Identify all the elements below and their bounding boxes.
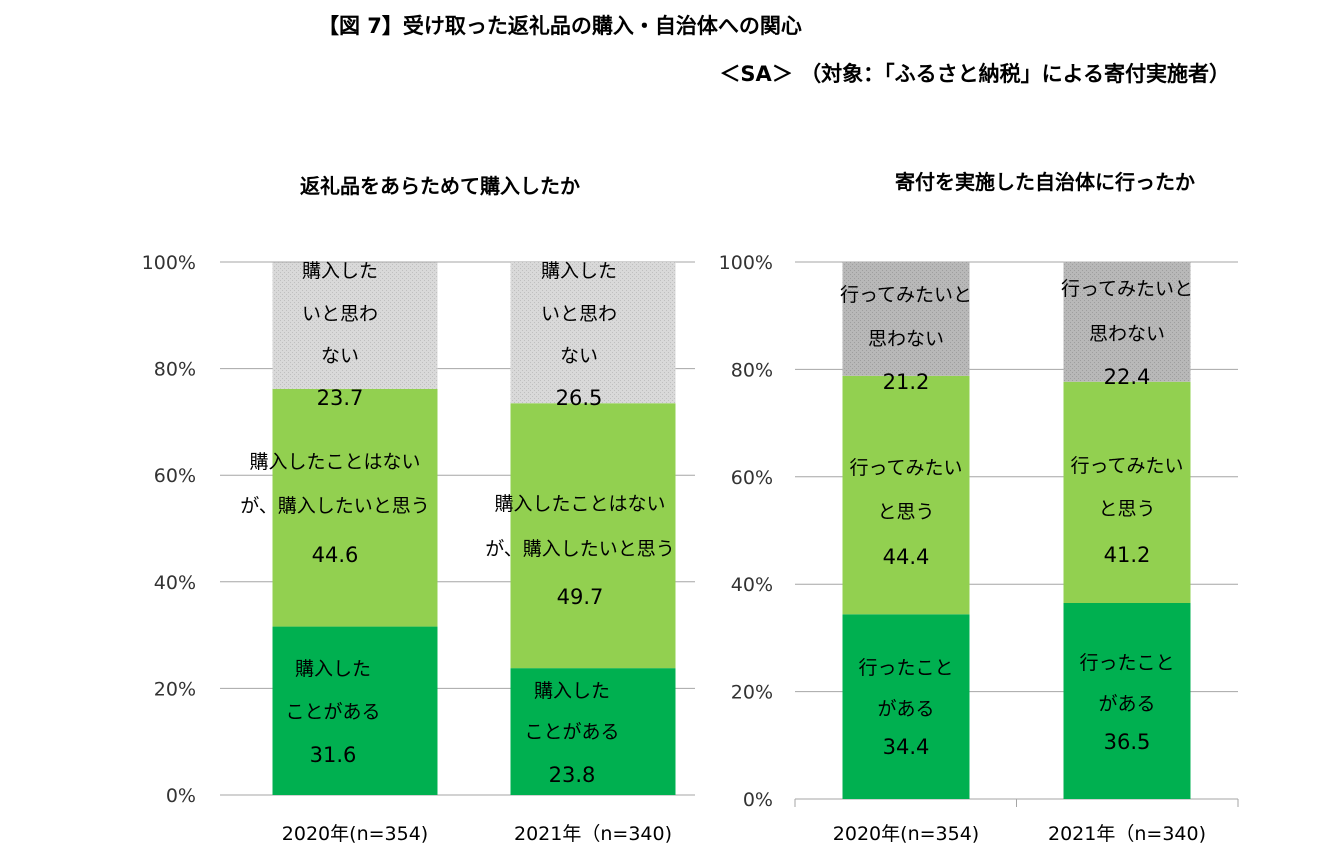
- figure-subtitle: ＜SA＞ （対象：「ふるさと納税」による寄付実施者）: [719, 62, 1230, 86]
- data-label: 44.6: [312, 543, 359, 567]
- bar-segment: [1063, 602, 1191, 799]
- y-tick-label: 80%: [731, 359, 773, 381]
- bar-segment: [510, 403, 676, 669]
- y-tick-label: 60%: [731, 467, 773, 489]
- y-tick-label: 0%: [743, 789, 773, 811]
- data-label: 41.2: [1104, 543, 1151, 567]
- segment-label: 購入した: [302, 260, 378, 282]
- figure-title: 【図 7】受け取った返礼品の購入・自治体への関心: [318, 14, 802, 38]
- segment-label: ことがある: [285, 701, 380, 723]
- segment-label: と思う: [877, 501, 934, 523]
- bar-segment: [1063, 261, 1191, 382]
- segment-label: 思わない: [1089, 323, 1165, 345]
- data-label: 31.6: [310, 743, 357, 767]
- data-label: 26.5: [556, 386, 603, 410]
- y-tick-label: 40%: [154, 572, 196, 594]
- y-tick-label: 80%: [154, 359, 196, 381]
- bar-segment: [272, 262, 438, 389]
- segment-label: ない: [321, 345, 359, 367]
- data-label: 44.4: [883, 545, 930, 569]
- segment-label: 購入した: [541, 260, 617, 282]
- segment-label: 行ってみたい: [1070, 455, 1183, 477]
- y-tick-label: 20%: [154, 678, 196, 700]
- segment-label: と思う: [1098, 498, 1155, 520]
- data-label: 22.4: [1104, 365, 1151, 389]
- segment-label: 思わない: [868, 328, 944, 350]
- x-category-label: 2021年（n=340): [1048, 823, 1206, 845]
- segment-label: がある: [1098, 693, 1155, 715]
- data-label: 34.4: [883, 735, 930, 759]
- segment-label: 購入したことはない: [249, 451, 420, 473]
- y-tick-label: 60%: [154, 465, 196, 487]
- bar-segment: [272, 388, 438, 627]
- y-tick-label: 100%: [142, 252, 196, 274]
- segment-label: 行ってみたいと: [840, 284, 972, 306]
- data-label: 23.8: [549, 763, 596, 787]
- segment-label: いと思わ: [302, 303, 378, 325]
- x-category-label: 2020年(n=354): [282, 823, 428, 845]
- segment-label: ない: [560, 345, 598, 367]
- segment-label: 購入した: [534, 680, 610, 702]
- bar-segment: [842, 614, 970, 799]
- segment-label: いと思わ: [541, 303, 617, 325]
- bar-segment: [510, 262, 676, 404]
- y-tick-label: 20%: [731, 682, 773, 704]
- x-category-label: 2020年(n=354): [833, 823, 979, 845]
- bar-segment: [1063, 381, 1191, 603]
- segment-label: がある: [877, 698, 934, 720]
- segment-label: が、購入したいと思う: [485, 538, 675, 560]
- segment-label: 行ったこと: [1079, 652, 1174, 674]
- segment-label: 行ったこと: [858, 657, 953, 679]
- bar-segment: [510, 668, 676, 795]
- bar-segment: [842, 375, 970, 615]
- bar-segment: [842, 262, 970, 376]
- y-tick-label: 40%: [731, 574, 773, 596]
- segment-label: 行ってみたい: [849, 457, 962, 479]
- bar-segment: [272, 626, 438, 795]
- y-tick-label: 100%: [719, 252, 773, 274]
- x-category-label: 2021年（n=340): [514, 823, 672, 845]
- y-tick-label: 0%: [166, 785, 196, 807]
- chart-title-visit: 寄付を実施した自治体に行ったか: [895, 170, 1195, 194]
- segment-label: 購入した: [295, 658, 371, 680]
- segment-label: 購入したことはない: [494, 493, 665, 515]
- data-label: 49.7: [557, 585, 604, 609]
- chart-title-purchase: 返礼品をあらためて購入したか: [300, 174, 580, 198]
- data-label: 21.2: [883, 370, 930, 394]
- data-label: 36.5: [1104, 730, 1151, 754]
- segment-label: 行ってみたいと: [1061, 278, 1193, 300]
- segment-label: が、購入したいと思う: [240, 495, 430, 517]
- data-label: 23.7: [317, 386, 364, 410]
- segment-label: ことがある: [524, 721, 619, 743]
